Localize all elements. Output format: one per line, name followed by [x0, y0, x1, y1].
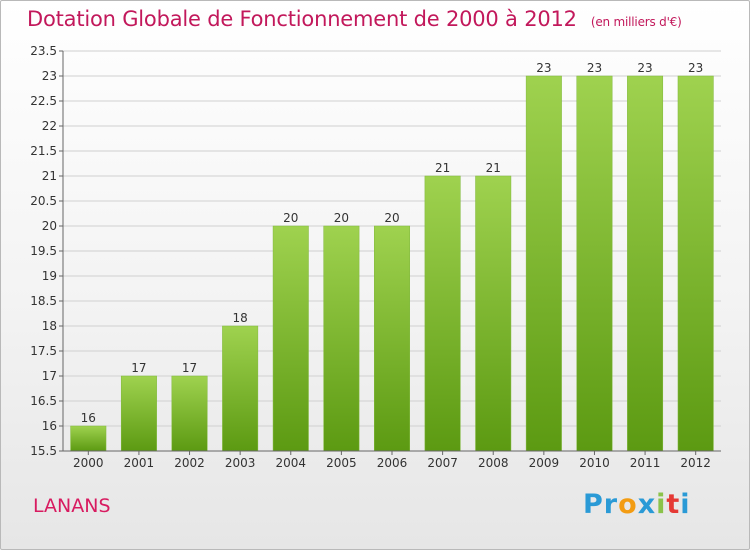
y-tick-label: 17.5 — [30, 344, 57, 358]
y-tick-label: 16.5 — [30, 394, 57, 408]
bar — [475, 175, 512, 452]
x-tick-label: 2009 — [529, 456, 560, 470]
y-tick-label: 19.5 — [30, 244, 57, 258]
y-tick-label: 19 — [42, 269, 57, 283]
x-tick-label: 2007 — [427, 456, 458, 470]
y-tick-label: 23 — [42, 69, 57, 83]
logo-letter: i — [656, 489, 667, 520]
logo-letter: o — [618, 489, 638, 520]
y-tick-label: 21 — [42, 169, 57, 183]
bar-value-label: 17 — [131, 361, 146, 375]
bar-value-label: 23 — [637, 61, 652, 75]
y-tick-label: 22.5 — [30, 94, 57, 108]
y-tick-label: 20 — [42, 219, 57, 233]
bar — [525, 75, 562, 452]
chart-unit: (en milliers d'€) — [590, 15, 682, 29]
bar-value-label: 21 — [486, 161, 501, 175]
y-tick-label: 22 — [42, 119, 57, 133]
bar — [120, 375, 157, 452]
logo-letter: i — [680, 489, 691, 520]
bar-value-label: 16 — [81, 411, 96, 425]
bar-value-label: 18 — [233, 311, 248, 325]
bar — [627, 75, 664, 452]
bar — [576, 75, 613, 452]
chart-title-text: Dotation Globale de Fonctionnement de 20… — [27, 7, 577, 31]
y-tick-label: 20.5 — [30, 194, 57, 208]
bar-value-label: 23 — [688, 61, 703, 75]
x-tick-label: 2005 — [326, 456, 357, 470]
logo-letter: t — [666, 489, 681, 520]
y-tick-label: 17 — [42, 369, 57, 383]
bar-value-label: 20 — [283, 211, 298, 225]
bar-value-label: 23 — [587, 61, 602, 75]
logo-letter: P — [583, 489, 604, 520]
bar — [677, 75, 714, 452]
y-tick-label: 21.5 — [30, 144, 57, 158]
x-tick-label: 2002 — [174, 456, 205, 470]
y-tick-label: 16 — [42, 419, 57, 433]
bar — [222, 325, 259, 452]
y-tick-label: 18.5 — [30, 294, 57, 308]
logo-letter: x — [637, 489, 657, 520]
bar — [424, 175, 461, 452]
bar — [70, 425, 107, 452]
commune-name: LANANS — [33, 495, 111, 517]
bar-value-label: 23 — [536, 61, 551, 75]
bar — [272, 225, 309, 452]
bar-value-label: 20 — [334, 211, 349, 225]
bar-value-label: 17 — [182, 361, 197, 375]
bar — [171, 375, 208, 452]
x-tick-label: 2006 — [377, 456, 408, 470]
logo-letter: r — [603, 489, 619, 520]
x-tick-label: 2012 — [680, 456, 711, 470]
x-tick-label: 2011 — [630, 456, 661, 470]
bar-value-label: 21 — [435, 161, 450, 175]
x-tick-label: 2000 — [73, 456, 104, 470]
x-tick-label: 2010 — [579, 456, 610, 470]
bar — [323, 225, 360, 452]
y-tick-label: 23.5 — [30, 44, 57, 58]
chart-title: Dotation Globale de Fonctionnement de 20… — [27, 7, 682, 31]
proxiti-logo: Proxiti — [583, 489, 691, 520]
x-tick-label: 2001 — [124, 456, 155, 470]
y-tick-label: 15.5 — [30, 444, 57, 458]
y-tick-label: 18 — [42, 319, 57, 333]
x-tick-label: 2004 — [275, 456, 306, 470]
x-tick-label: 2008 — [478, 456, 509, 470]
bar-value-label: 20 — [384, 211, 399, 225]
bar — [374, 225, 410, 452]
x-tick-label: 2003 — [225, 456, 256, 470]
